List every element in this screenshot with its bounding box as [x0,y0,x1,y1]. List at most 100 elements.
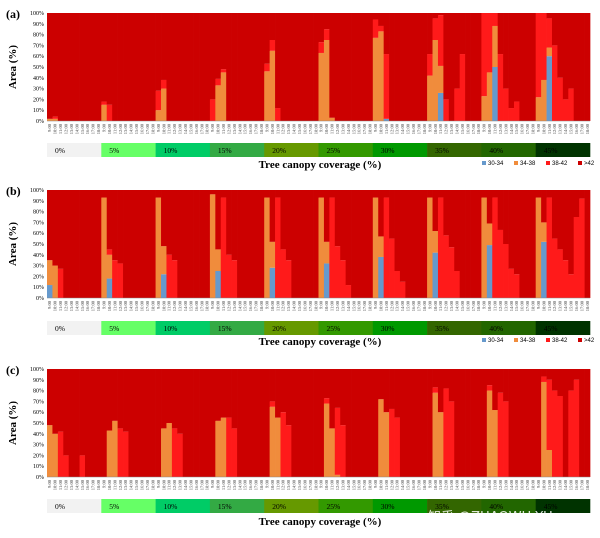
x-tick-label: 9:00 [427,479,432,488]
bar-segment [68,13,75,121]
bar-segment [437,412,444,477]
bar-segment [139,369,146,477]
x-tick-label: 11:00 [330,300,335,311]
bar-segment [410,369,417,477]
bar-segment [329,190,336,198]
bar-segment [226,369,232,418]
y-tick-label: 50% [33,65,44,71]
bar-segment [182,369,189,477]
bar-segment [74,13,80,121]
x-tick-label: 17:00 [199,123,204,134]
bar-segment [275,417,281,477]
bar-segment [427,54,433,76]
legend-swatch [546,338,550,342]
bar-segment [546,197,553,298]
coverage-band-label: 35% [435,146,449,155]
x-tick-label: 16:00 [194,123,199,134]
watermark-text: 知乎 @ZHAOWU.YU [428,509,553,525]
bar-segment [405,13,412,121]
x-tick-label: 16:00 [465,123,470,134]
x-tick-label: 15:00 [188,479,193,490]
bar-segment [427,190,433,198]
bar-segment [519,369,526,477]
coverage-band-cell [101,321,156,335]
coverage-band-cell [155,321,211,335]
bar-segment [155,13,162,91]
bar-segment [394,417,401,477]
bar-segment [329,197,336,298]
coverage-band-cell [101,143,156,157]
x-tick-label: 13:00 [232,479,237,490]
bar-segment [209,13,216,100]
x-tick-label: 16:00 [85,479,90,490]
x-tick-label: 15:00 [134,479,139,490]
bar-segment [579,369,585,477]
x-tick-label: 10:00 [161,123,166,134]
bar-segment [546,47,553,57]
x-tick-label: 18:00 [368,479,373,490]
y-axis-label: Area (%) [7,45,19,89]
bar-segment [280,369,287,413]
x-tick-label: 12:00 [389,300,394,311]
x-tick-label: 18:00 [259,300,264,311]
bar-segment [470,369,477,477]
bar-segment [546,369,553,380]
bar-segment [372,13,379,20]
coverage-band-cell [481,499,536,513]
panel-label: (b) [6,184,21,198]
bar-segment [378,13,385,26]
y-tick-label: 0% [36,296,44,302]
y-tick-label: 0% [36,475,44,481]
x-tick-label: 14:00 [509,300,514,311]
bar-segment [524,13,531,121]
bar-segment [573,217,580,298]
bar-segment [323,403,330,477]
x-tick-label: 12:00 [498,300,503,311]
x-tick-label: 15:00 [80,479,85,490]
bar-segment [535,13,542,98]
bar-segment [133,369,140,477]
bar-segment [437,369,444,413]
bar-segment [171,369,178,429]
x-tick-label: 15:00 [406,300,411,311]
bar-segment [231,369,238,429]
bar-segment [378,190,385,237]
bar-segment [171,260,178,298]
x-tick-label: 10:00 [378,300,383,311]
bar-segment [492,369,499,411]
x-tick-label: 13:00 [449,479,454,490]
bar-segment [497,190,504,230]
bar-segment [209,369,216,477]
x-tick-label: 12:00 [552,123,557,134]
x-tick-label: 15:00 [351,123,356,134]
bar-segment [90,190,97,298]
bar-segment [584,369,591,477]
bar-segment [220,197,227,298]
bar-segment [437,15,444,66]
y-tick-label: 100% [30,188,44,194]
bar-segment [530,369,537,477]
x-tick-label: 10:00 [161,300,166,311]
bar-segment [144,13,151,121]
x-tick-label: 11:00 [58,300,63,311]
bar-segment [389,238,395,298]
bar-segment [155,90,162,111]
y-tick-label: 90% [33,22,44,28]
bar-segment [220,369,227,418]
bar-segment [503,190,509,244]
coverage-band-cell [47,499,102,513]
x-tick-label: 17:00 [416,123,421,134]
x-tick-label: 16:00 [520,300,525,311]
x-tick-label: 13:00 [69,300,74,311]
bar-segment [351,13,357,121]
bar-segment [443,190,450,236]
bar-segment [215,85,222,121]
x-tick-label: 13:00 [340,479,345,490]
coverage-band-label: 40% [489,324,503,333]
x-tick-label: 17:00 [145,479,150,490]
bar-segment [193,190,200,298]
x-tick-label: 15:00 [406,123,411,134]
x-tick-label: 12:00 [226,300,231,311]
bar-segment [63,13,70,121]
bar-segment [508,369,515,477]
